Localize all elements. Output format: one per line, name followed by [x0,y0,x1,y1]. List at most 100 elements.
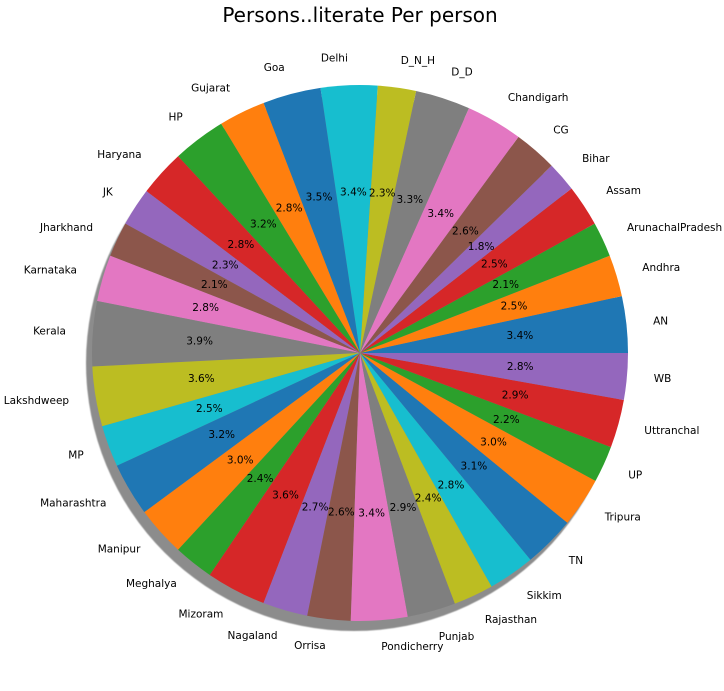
slice-percent-andhra: 2.5% [501,301,528,313]
slice-label-gujarat: Gujarat [191,82,230,94]
slice-label-mizoram: Mizoram [178,608,223,620]
slice-label-jk: JK [102,186,114,198]
pie-slice-uttranchal [360,353,624,448]
slice-label-d-d: D_D [451,67,472,79]
slice-label-tripura: Tripura [604,512,641,524]
slice-label-punjab: Punjab [439,631,475,643]
pie-slice-kerala [92,301,361,367]
slice-label-orrisa: Orrisa [294,640,326,652]
slice-percent-lakshdweep: 3.6% [188,373,215,385]
pie-slice-sikkim [360,353,531,587]
slice-percent-wb: 2.8% [507,361,534,373]
pie-slice-tripura [360,353,596,523]
pie-slice-delhi [320,85,378,353]
slice-label-chandigarh: Chandigarh [508,92,569,104]
pie-slice-wb [360,353,628,400]
slice-labels: AN Andhra ArunachalPradesh Assam Bihar CG Chan… [4,52,722,653]
slice-percent-arunachalpradesh: 2.1% [492,279,519,291]
pie-slice-jk [125,191,360,353]
slice-percent-maharashtra: 3.2% [208,429,235,441]
pie-slice-tn [360,353,568,560]
slice-percent-sikkim: 2.8% [438,480,465,492]
pie-slice-mizoram [209,353,360,604]
slice-percent-d-d: 3.3% [396,194,423,206]
slice-label-sikkim: Sikkim [527,590,562,602]
pie-slice-cg [360,136,552,353]
slice-label-hp: HP [168,112,182,124]
slice-percent-chandigarh: 3.4% [427,208,454,220]
slice-label-an: AN [653,316,668,328]
pie-slice-maharashtra [116,353,360,513]
slice-percent-manipur: 3.0% [227,454,254,466]
slice-label-d-n-h: D_N_H [401,55,435,67]
slice-percent-kerala: 3.9% [186,335,213,347]
slice-label-cg: CG [553,124,568,136]
slice-label-tn: TN [568,555,583,567]
slice-percent-rajasthan: 2.4% [415,493,442,505]
slice-label-maharashtra: Maharashtra [40,497,106,509]
slice-label-manipur: Manipur [98,544,141,556]
slice-label-arunachalpradesh: ArunachalPradesh [627,222,722,234]
pie-slices [92,85,628,622]
pie-slice-punjab [360,353,455,617]
pie-slice-arunachalpradesh [360,223,610,353]
slice-percent-goa: 3.5% [306,192,333,204]
slice-label-kerala: Kerala [33,326,66,338]
slice-label-delhi: Delhi [321,52,348,64]
pie-slice-an [360,296,628,353]
slice-percent-haryana: 2.8% [228,239,255,251]
pie-slice-karnataka [97,255,360,353]
slice-percent-mizoram: 3.6% [272,490,299,502]
pie-slice-pondicherry [350,353,408,622]
slice-percent-assam: 2.5% [481,259,508,271]
slice-percent-an: 3.4% [507,330,534,342]
pie-slice-haryana [146,156,360,353]
slice-label-andhra: Andhra [642,262,680,274]
pie-slice-up [360,353,611,481]
slice-percent-meghalya: 2.4% [247,473,274,485]
slice-label-rajasthan: Rajasthan [485,614,537,626]
pie-slice-hp [178,123,360,354]
slice-percent-cg: 2.6% [452,226,479,238]
pie-slice-gujarat [221,102,360,353]
pie-slice-rajasthan [360,353,492,604]
slice-label-bihar: Bihar [582,153,610,165]
slice-percent-up: 2.2% [493,414,520,426]
chart-title: Persons..literate Per person [222,3,497,27]
slice-percent-jharkhand: 2.1% [201,279,228,291]
slice-percent-tn: 3.1% [461,461,488,473]
slice-label-up: UP [628,469,642,481]
slice-label-pondicherry: Pondicherry [381,641,443,653]
slice-percent-punjab: 2.9% [390,502,417,514]
slice-percent-delhi: 3.4% [340,186,367,198]
slice-label-haryana: Haryana [97,149,141,161]
pie-slice-lakshdweep [92,353,360,427]
pie-slice-d-d [360,90,469,353]
slice-percent-karnataka: 2.8% [192,302,219,314]
slice-percent-gujarat: 2.8% [276,203,303,215]
slice-label-karnataka: Karnataka [24,265,77,277]
slice-percent-nagaland: 2.7% [302,501,329,513]
slice-label-goa: Goa [264,62,285,74]
pie-slice-goa [263,87,360,354]
slice-label-nagaland: Nagaland [228,630,278,642]
slice-label-lakshdweep: Lakshdweep [4,395,70,407]
pie-slice-orrisa [307,353,360,621]
pie-slice-d-n-h [360,85,417,353]
slice-label-mp: MP [68,450,83,462]
slice-percent-tripura: 3.0% [480,437,507,449]
pie-slice-manipur [144,353,360,550]
slice-percent-d-n-h: 2.3% [369,188,396,200]
pie-slice-jharkhand [110,223,360,353]
slice-percent-mp: 2.5% [196,403,223,415]
pie-slice-assam [360,188,595,353]
pie-slice-meghalya [178,353,360,575]
slice-percent-labels: 3.4%2.5%2.1%2.5%1.8%2.6%3.4%3.3%2.3%3.4%… [186,186,533,519]
slice-label-wb: WB [654,373,672,385]
slice-percent-bihar: 1.8% [468,241,495,253]
slice-label-meghalya: Meghalya [126,578,177,590]
pie-slice-nagaland [263,353,360,616]
slice-label-uttranchal: Uttranchal [644,425,699,437]
